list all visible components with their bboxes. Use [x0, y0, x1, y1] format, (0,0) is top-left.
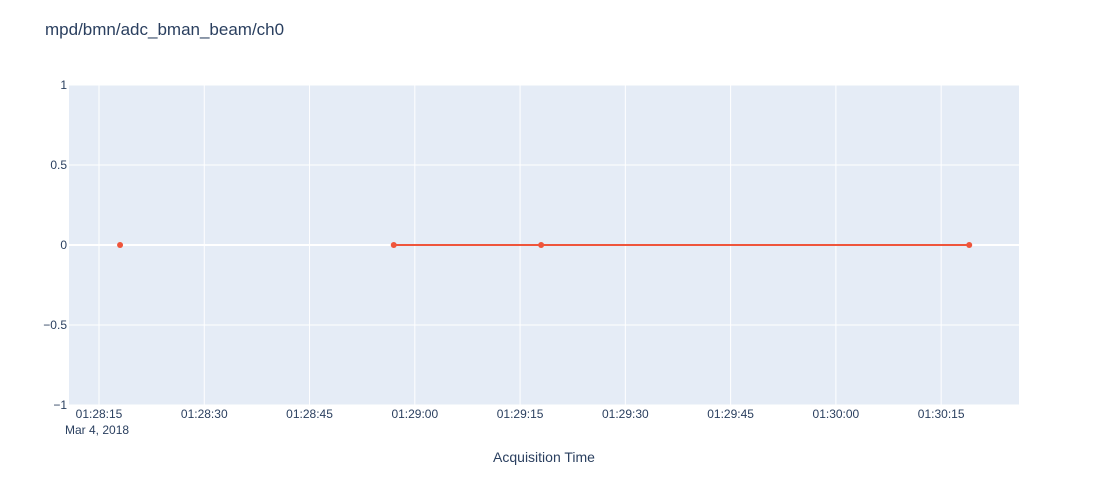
y-axis-ticks: 1 0.5 0 −0.5 −1 [43, 78, 67, 412]
data-point[interactable] [966, 242, 973, 248]
y-tick-label: 0 [60, 238, 67, 252]
x-axis-ticks: 01:28:15 01:28:30 01:28:45 01:29:00 01:29:15… [76, 407, 965, 421]
y-tick-label: 0.5 [50, 158, 67, 172]
x-tick-label: 01:30:15 [918, 407, 965, 421]
x-tick-label: 01:28:15 [76, 407, 123, 421]
chart-title: mpd/bmn/adc_bman_beam/ch0 [45, 20, 284, 39]
data-point[interactable] [117, 242, 124, 248]
data-point[interactable] [538, 242, 545, 248]
y-tick-label: 1 [60, 78, 67, 92]
data-point[interactable] [390, 242, 397, 248]
series [117, 242, 973, 248]
x-tick-label: 01:28:45 [286, 407, 333, 421]
x-tick-label: 01:28:30 [181, 407, 228, 421]
x-tick-label: 01:29:15 [497, 407, 544, 421]
x-axis-title: Acquisition Time [493, 449, 595, 465]
x-tick-label: 01:29:30 [602, 407, 649, 421]
y-tick-label: −0.5 [43, 318, 67, 332]
x-date-label: Mar 4, 2018 [65, 423, 129, 437]
x-tick-label: 01:29:00 [391, 407, 438, 421]
y-tick-label: −1 [53, 398, 67, 412]
x-tick-label: 01:29:45 [707, 407, 754, 421]
x-tick-label: 01:30:00 [813, 407, 860, 421]
